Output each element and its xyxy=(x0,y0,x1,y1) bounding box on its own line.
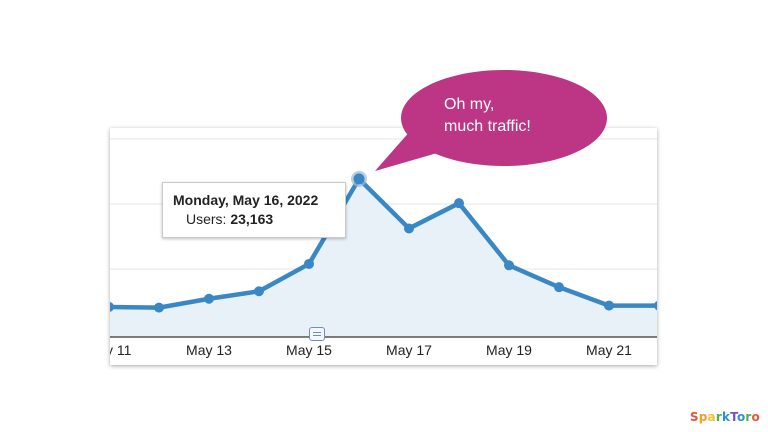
callout-line-2: much traffic! xyxy=(444,118,531,135)
callout-line-1: Oh my, xyxy=(444,96,495,113)
logo-letter: o xyxy=(736,410,746,424)
series-swatch-icon xyxy=(173,215,181,223)
data-point xyxy=(304,258,314,269)
tooltip-value: 23,163 xyxy=(230,211,274,227)
tooltip-users-row: Users: 23,163 xyxy=(173,209,335,229)
tooltip-date: Monday, May 16, 2022 xyxy=(173,192,319,208)
users-line-chart: May 11 May 13 May 15 May 17 May 19 May 21 xyxy=(110,138,657,358)
x-tick-label: May 17 xyxy=(386,342,432,358)
logo-letter: a xyxy=(707,410,716,424)
logo-letter: o xyxy=(751,410,760,424)
logo-letter: p xyxy=(698,410,708,424)
speech-bubble-text: Oh my, much traffic! xyxy=(444,94,594,138)
data-point xyxy=(353,173,365,185)
data-point xyxy=(204,293,214,304)
sparktoro-logo: SparkToro xyxy=(690,410,760,424)
data-point xyxy=(154,302,164,313)
data-point xyxy=(110,302,114,312)
logo-letter: S xyxy=(689,410,699,424)
tooltip-label: Users: xyxy=(186,211,227,227)
data-point xyxy=(454,198,464,209)
chart-tooltip: Monday, May 16, 2022 Users: 23,163 xyxy=(162,182,346,238)
annotation-icon[interactable] xyxy=(309,327,325,341)
x-tick-label: May 21 xyxy=(586,342,632,358)
logo-letter: T xyxy=(730,410,737,424)
series-line-users xyxy=(110,176,657,310)
data-point xyxy=(404,223,414,234)
data-point xyxy=(504,260,514,271)
logo-letter: r xyxy=(715,410,722,424)
chart-panel: May 11 May 13 May 15 May 17 May 19 May 21 xyxy=(110,128,657,365)
data-point xyxy=(554,282,564,293)
series-area xyxy=(110,178,657,337)
data-point xyxy=(654,301,657,311)
x-tick-label: May 11 xyxy=(110,342,132,358)
x-tick-label: May 15 xyxy=(286,342,332,358)
data-point xyxy=(254,286,264,297)
logo-letter: r xyxy=(745,410,752,424)
data-point xyxy=(604,300,614,311)
x-tick-label: May 19 xyxy=(486,342,532,358)
x-tick-label: May 13 xyxy=(186,342,232,358)
logo-letter: k xyxy=(721,410,731,424)
